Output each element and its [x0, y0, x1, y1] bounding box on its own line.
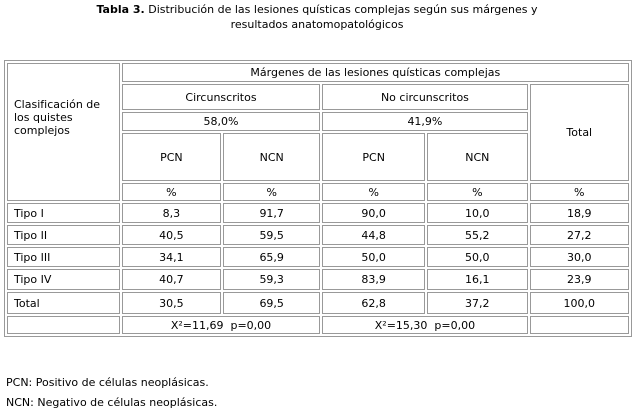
table-cell: 8,3 [121, 203, 222, 223]
row-label: Tipo III [7, 247, 120, 267]
data-table: Clasificación de los quistes complejos M… [4, 60, 632, 337]
subgroup-percent: 41,9% [322, 112, 528, 131]
unit: % [223, 183, 321, 201]
row-header: Clasificación de los quistes complejos [7, 63, 120, 201]
row-label: Total [7, 292, 120, 314]
row-label: Tipo I [7, 203, 120, 223]
table-row: Tipo IV 40,7 59,3 83,9 16,1 23,9 [7, 269, 629, 290]
table-row: Total 30,5 69,5 62,8 37,2 100,0 [7, 292, 629, 314]
footnote: PCN: Positivo de células neoplásicas. [6, 376, 209, 389]
table-cell: 44,8 [322, 225, 426, 245]
subgroup-percent: 58,0% [121, 112, 321, 131]
empty-cell [7, 316, 120, 334]
stat-cell: X²=15,30 p=0,00 [322, 316, 528, 334]
group-header: Márgenes de las lesiones quísticas compl… [121, 63, 629, 82]
table-cell: 30,5 [121, 292, 222, 314]
table-cell: 59,5 [223, 225, 321, 245]
table-cell: 50,0 [427, 247, 528, 267]
column-header: NCN [427, 133, 528, 181]
table-row: Tipo II 40,5 59,5 44,8 55,2 27,2 [7, 225, 629, 245]
table-cell: 65,9 [223, 247, 321, 267]
table-cell: 100,0 [529, 292, 629, 314]
table-row: Tipo I 8,3 91,7 90,0 10,0 18,9 [7, 203, 629, 223]
table-cell: 34,1 [121, 247, 222, 267]
table-cell: 69,5 [223, 292, 321, 314]
table-cell: 40,5 [121, 225, 222, 245]
table-cell: 27,2 [529, 225, 629, 245]
table-cell: 91,7 [223, 203, 321, 223]
unit: % [529, 183, 629, 201]
column-header: PCN [322, 133, 426, 181]
table-cell: 55,2 [427, 225, 528, 245]
table-cell: 37,2 [427, 292, 528, 314]
title-text: Distribución de las lesiones quísticas c… [148, 3, 538, 31]
table-cell: 30,0 [529, 247, 629, 267]
unit: % [121, 183, 222, 201]
subgroup-header: No circunscritos [322, 84, 528, 110]
stat-cell: X²=11,69 p=0,00 [121, 316, 321, 334]
table-cell: 16,1 [427, 269, 528, 290]
unit: % [427, 183, 528, 201]
table-cell: 50,0 [322, 247, 426, 267]
column-header: NCN [223, 133, 321, 181]
stats-row: X²=11,69 p=0,00 X²=15,30 p=0,00 [7, 316, 629, 334]
total-header: Total [529, 84, 629, 181]
empty-cell [529, 316, 629, 334]
subgroup-header: Circunscritos [121, 84, 321, 110]
table-cell: 40,7 [121, 269, 222, 290]
row-label: Tipo II [7, 225, 120, 245]
table-cell: 62,8 [322, 292, 426, 314]
unit: % [322, 183, 426, 201]
column-header: PCN [121, 133, 222, 181]
footnote: NCN: Negativo de células neoplásicas. [6, 396, 218, 409]
table-cell: 90,0 [322, 203, 426, 223]
table-cell: 59,3 [223, 269, 321, 290]
table-cell: 23,9 [529, 269, 629, 290]
table-cell: 10,0 [427, 203, 528, 223]
title-label: Tabla 3. [96, 3, 145, 16]
table-cell: 18,9 [529, 203, 629, 223]
table-row: Tipo III 34,1 65,9 50,0 50,0 30,0 [7, 247, 629, 267]
table-title: Tabla 3. Distribución de las lesiones qu… [67, 2, 567, 32]
table-cell: 83,9 [322, 269, 426, 290]
row-label: Tipo IV [7, 269, 120, 290]
